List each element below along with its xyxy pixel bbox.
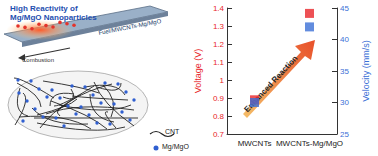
svg-text:45: 45 [340, 4, 349, 13]
html-text:Fuel/MWCNTs-Mg/MgO: Fuel/MWCNTs-Mg/MgO [98, 18, 162, 36]
svg-text:Velocity (mm/s): Velocity (mm/s) [361, 40, 371, 102]
html-text:High Reactivity of Mg/MgO Nano: High Reactivity of Mg/MgO Nanoparticles [10, 4, 97, 22]
svg-text:0.9: 0.9 [213, 94, 225, 103]
svg-text:0.7: 0.7 [213, 130, 225, 139]
svg-text:MWCNTs-Mg/MgO: MWCNTs-Mg/MgO [276, 139, 343, 148]
svg-text:1.4: 1.4 [213, 4, 225, 13]
svg-text:Enhanced Reaction: Enhanced Reaction [242, 54, 299, 114]
svg-text:25: 25 [340, 130, 349, 139]
svg-text:MWCNTs: MWCNTs [238, 139, 272, 148]
html-text:Mg/MgO: Mg/MgO [162, 143, 189, 150]
svg-text:1.1: 1.1 [213, 58, 225, 67]
svg-text:0.8: 0.8 [213, 112, 225, 121]
svg-text:Voltage (V): Voltage (V) [193, 49, 203, 94]
svg-text:1.3: 1.3 [213, 22, 225, 31]
svg-text:1: 1 [220, 76, 225, 85]
html-text:CNT: CNT [165, 128, 180, 135]
html-text:Combustion: Combustion [22, 57, 54, 63]
svg-text:30: 30 [340, 98, 349, 107]
svg-text:40: 40 [340, 35, 349, 44]
svg-text:1.2: 1.2 [213, 40, 225, 49]
svg-text:35: 35 [340, 67, 349, 76]
